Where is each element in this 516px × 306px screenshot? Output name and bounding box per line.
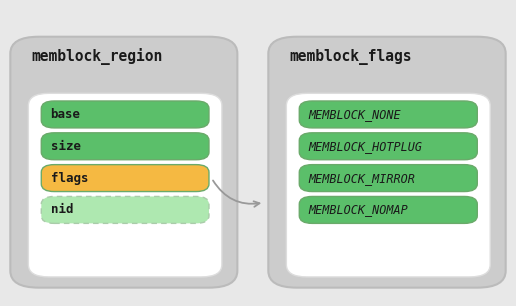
Text: nid: nid [51,203,73,216]
FancyBboxPatch shape [41,133,209,160]
FancyBboxPatch shape [10,37,237,288]
Text: MEMBLOCK_HOTPLUG: MEMBLOCK_HOTPLUG [309,140,423,153]
FancyBboxPatch shape [41,101,209,128]
FancyBboxPatch shape [41,196,209,223]
FancyBboxPatch shape [268,37,506,288]
FancyBboxPatch shape [286,93,490,277]
FancyBboxPatch shape [299,101,477,128]
FancyBboxPatch shape [299,165,477,192]
Text: base: base [51,108,80,121]
Text: flags: flags [51,172,88,185]
Text: memblock_region: memblock_region [31,48,162,65]
FancyBboxPatch shape [41,165,209,192]
Text: size: size [51,140,80,153]
FancyBboxPatch shape [299,133,477,160]
Text: MEMBLOCK_NOMAP: MEMBLOCK_NOMAP [309,203,408,216]
FancyBboxPatch shape [299,196,477,223]
Text: MEMBLOCK_NONE: MEMBLOCK_NONE [309,108,401,121]
Text: MEMBLOCK_MIRROR: MEMBLOCK_MIRROR [309,172,415,185]
Text: memblock_flags: memblock_flags [289,49,411,65]
FancyBboxPatch shape [28,93,222,277]
